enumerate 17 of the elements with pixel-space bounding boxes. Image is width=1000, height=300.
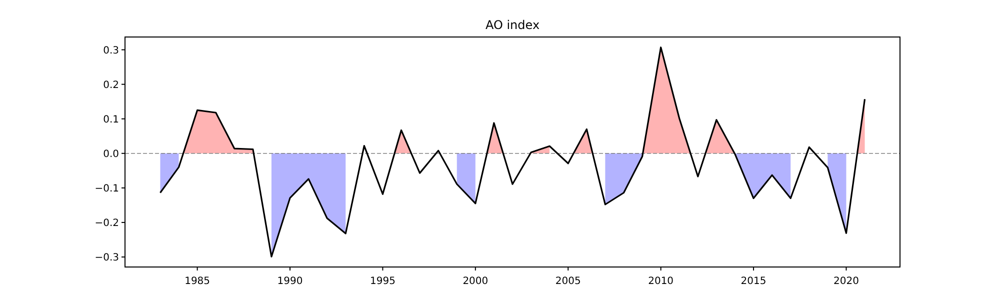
x-tick-label: 1995 <box>370 276 396 287</box>
x-tick-label: 2000 <box>462 276 488 287</box>
y-tick-label: −0.2 <box>94 218 119 229</box>
y-tick-label: 0.1 <box>103 114 119 126</box>
chart-title: AO index <box>485 18 540 32</box>
y-tick-label: −0.1 <box>94 183 119 194</box>
y-tick-label: 0.2 <box>103 80 119 91</box>
y-tick-label: 0.3 <box>103 45 119 56</box>
x-tick-label: 1985 <box>184 276 210 287</box>
y-tick-label: 0.0 <box>103 148 119 160</box>
x-tick-label: 2010 <box>648 276 674 287</box>
x-tick-label: 2020 <box>834 276 859 287</box>
x-tick-label: 1990 <box>277 276 303 287</box>
x-tick-label: 2005 <box>555 276 581 287</box>
y-tick-label: −0.3 <box>94 252 119 264</box>
x-tick-label: 2015 <box>740 276 766 287</box>
line-series <box>159 46 866 258</box>
